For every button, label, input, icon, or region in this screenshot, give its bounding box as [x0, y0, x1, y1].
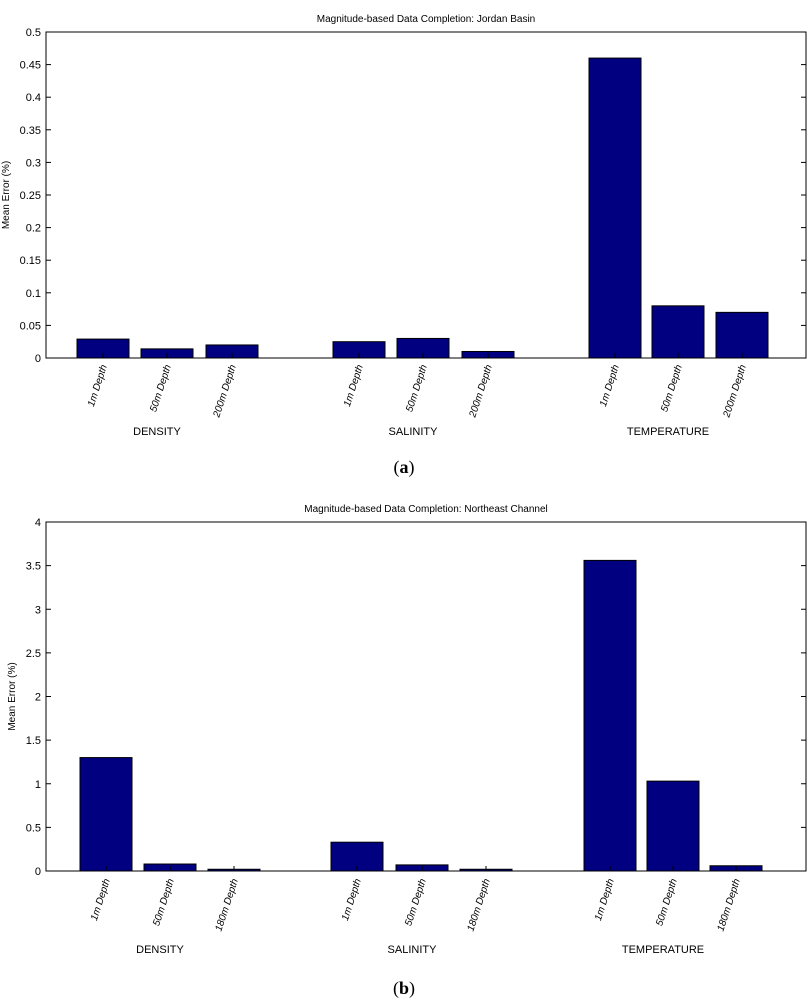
y-tick-label: 0.2 [26, 223, 41, 235]
y-tick-label: 4 [35, 517, 41, 529]
category-label: 50m Depth [403, 877, 429, 927]
y-tick-label: 0.1 [26, 288, 41, 300]
caption-b-close: ) [409, 978, 415, 999]
y-tick-label: 1 [35, 779, 41, 791]
y-tick-label: 3 [35, 604, 41, 616]
y-tick-label: 0.5 [26, 822, 41, 834]
y-tick-label: 0.35 [20, 125, 41, 137]
category-label: 1m Depth [598, 363, 622, 408]
y-tick-label: 0.3 [26, 157, 41, 169]
y-axis-label: Mean Error (%) [7, 662, 18, 730]
caption-b-letter: b [399, 978, 409, 998]
y-tick-label: 0.5 [26, 27, 41, 39]
category-label: 1m Depth [89, 877, 113, 922]
group-label: SALINITY [388, 944, 438, 956]
caption-a-close: ) [409, 457, 415, 478]
group-label: SALINITY [389, 426, 439, 438]
category-label: 50m Depth [151, 877, 177, 927]
category-label: 1m Depth [342, 363, 366, 408]
y-tick-label: 0 [35, 353, 41, 365]
chart-title: Magnitude-based Data Completion: Northea… [304, 504, 547, 515]
panel-a: Magnitude-based Data Completion: Jordan … [1, 14, 807, 438]
category-label: 180m Depth [466, 877, 493, 933]
caption-b: (b) [393, 978, 415, 999]
y-tick-label: 0.25 [20, 190, 41, 202]
y-tick-label: 0.45 [20, 60, 41, 72]
caption-a: (a) [394, 457, 415, 478]
bar [583, 559, 637, 872]
category-label: 200m Depth [721, 363, 749, 420]
caption-b-open: ( [393, 978, 399, 999]
bar [646, 780, 700, 872]
y-tick-label: 3.5 [26, 561, 41, 573]
category-label: 50m Depth [659, 363, 685, 413]
group-label: DENSITY [133, 426, 181, 438]
category-label: 1m Depth [86, 363, 110, 408]
group-label: TEMPERATURE [627, 426, 709, 438]
y-tick-label: 0 [35, 866, 41, 878]
category-label: 180m Depth [716, 877, 743, 933]
group-label: TEMPERATURE [622, 944, 704, 956]
group-label: DENSITY [136, 944, 184, 956]
caption-a-letter: a [400, 457, 409, 477]
category-label: 50m Depth [148, 363, 174, 413]
y-tick-label: 0.4 [26, 92, 41, 104]
category-label: 200m Depth [467, 363, 495, 420]
panel-b: Magnitude-based Data Completion: Northea… [7, 504, 807, 956]
bar [715, 311, 769, 359]
y-tick-label: 1.5 [26, 735, 41, 747]
caption-a-open: ( [394, 457, 400, 478]
y-tick-label: 0.05 [20, 320, 41, 332]
y-tick-label: 2.5 [26, 648, 41, 660]
category-label: 50m Depth [654, 877, 680, 927]
bar [588, 57, 642, 359]
category-label: 200m Depth [211, 363, 239, 420]
category-label: 180m Depth [214, 877, 241, 933]
bar [651, 305, 705, 359]
category-label: 1m Depth [340, 877, 364, 922]
chart-title: Magnitude-based Data Completion: Jordan … [317, 14, 535, 25]
y-tick-label: 2 [35, 692, 41, 704]
category-label: 50m Depth [404, 363, 430, 413]
y-axis-label: Mean Error (%) [1, 161, 12, 229]
category-label: 1m Depth [593, 877, 617, 922]
y-tick-label: 0.15 [20, 255, 41, 267]
bar [79, 757, 133, 872]
